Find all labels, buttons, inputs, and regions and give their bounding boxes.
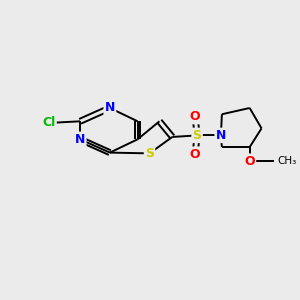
Text: O: O	[190, 148, 200, 161]
Text: O: O	[190, 110, 200, 123]
Text: O: O	[244, 155, 255, 168]
Text: S: S	[193, 129, 202, 142]
Text: N: N	[75, 133, 85, 146]
Text: CH₃: CH₃	[278, 156, 297, 166]
Text: S: S	[145, 147, 154, 160]
Text: N: N	[105, 101, 115, 115]
Text: N: N	[216, 129, 226, 142]
Text: Cl: Cl	[42, 116, 56, 129]
